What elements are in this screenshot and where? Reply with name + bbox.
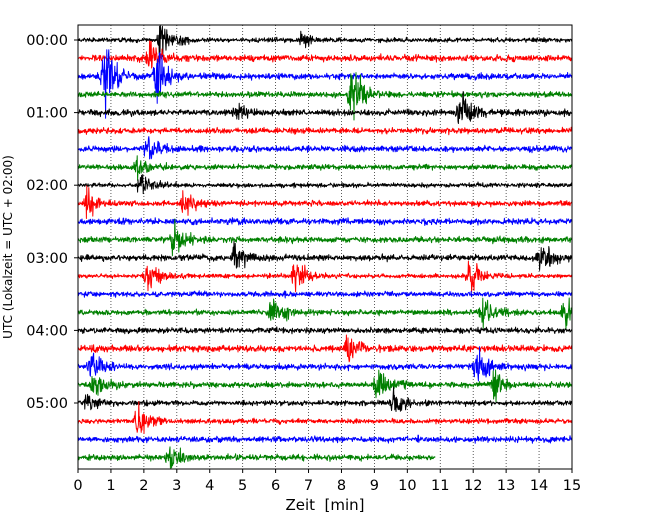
seismogram-trace-21 xyxy=(77,401,573,434)
x-tick-label-3: 3 xyxy=(172,478,181,494)
y-tick-label-2: 02:00 xyxy=(26,178,68,194)
seismogram-traces xyxy=(77,25,573,469)
seismogram-trace-1 xyxy=(77,40,573,69)
seismogram-trace-14 xyxy=(77,290,573,299)
seismogram-trace-2 xyxy=(77,49,573,119)
y-tick-label-4: 04:00 xyxy=(26,323,68,339)
x-tick-label-11: 11 xyxy=(431,478,449,494)
x-tick-label-4: 4 xyxy=(205,478,214,494)
seismogram-trace-7 xyxy=(77,155,573,181)
seismogram-trace-16 xyxy=(77,326,573,335)
seismogram-trace-10 xyxy=(77,217,573,226)
seismogram-trace-23 xyxy=(77,446,436,469)
x-tick-label-15: 15 xyxy=(563,478,581,494)
y-axis-label: UTC (Lokalzeit = UTC + 02:00) xyxy=(1,155,15,339)
seismogram-trace-17 xyxy=(77,334,573,363)
seismogram-trace-18 xyxy=(77,346,573,382)
x-tick-label-9: 9 xyxy=(370,478,379,494)
seismogram-trace-11 xyxy=(77,218,573,257)
grid-lines xyxy=(110,25,540,469)
x-tick-label-13: 13 xyxy=(497,478,515,494)
seismogram-trace-6 xyxy=(77,136,573,160)
seismogram-trace-20 xyxy=(77,386,573,412)
x-tick-label-7: 7 xyxy=(304,478,313,494)
x-tick-label-8: 8 xyxy=(337,478,346,494)
seismogram-trace-19 xyxy=(77,369,573,403)
y-tick-label-1: 01:00 xyxy=(26,106,68,122)
x-tick-label-0: 0 xyxy=(73,478,82,494)
plot-frame xyxy=(77,24,573,470)
seismogram-trace-22 xyxy=(77,434,573,444)
x-axis-label: Zeit [min] xyxy=(285,496,364,514)
x-tick-label-5: 5 xyxy=(238,478,247,494)
seismogram-trace-15 xyxy=(77,297,573,330)
seismogram-trace-8 xyxy=(77,174,573,195)
seismogram-trace-4 xyxy=(77,91,573,124)
x-tick-label-1: 1 xyxy=(106,478,115,494)
seismogram-trace-5 xyxy=(77,126,573,136)
seismogram-trace-9 xyxy=(77,185,573,219)
seismogram-trace-3 xyxy=(77,72,573,121)
y-tick-label-3: 03:00 xyxy=(26,251,68,267)
seismogram-trace-12 xyxy=(77,241,573,271)
x-tick-label-12: 12 xyxy=(464,478,482,494)
x-tick-label-10: 10 xyxy=(398,478,416,494)
seismogram-trace-0 xyxy=(77,25,573,57)
y-tick-label-0: 00:00 xyxy=(26,33,68,49)
x-tick-label-14: 14 xyxy=(530,478,548,494)
axis-ticks: 0 1 2 3 4 5 6 7 8 9 10 11 12 13 14 1500:0001:0002:0003:… xyxy=(26,33,581,494)
x-tick-label-2: 2 xyxy=(139,478,148,494)
y-tick-label-5: 05:00 xyxy=(26,396,68,412)
x-tick-label-6: 6 xyxy=(271,478,280,494)
seismogram-trace-13 xyxy=(77,260,573,293)
